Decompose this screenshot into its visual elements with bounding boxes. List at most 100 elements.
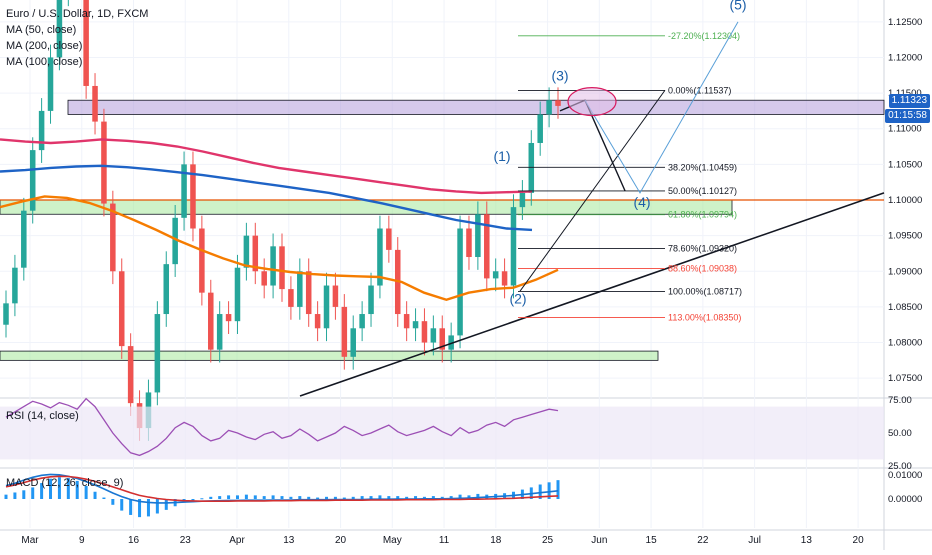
macd-histogram-bar — [556, 480, 560, 499]
candle-body — [3, 303, 9, 325]
ma-line — [0, 138, 533, 195]
macd-histogram-bar — [289, 496, 293, 499]
candle-body — [190, 164, 196, 229]
x-tick-label: 18 — [490, 535, 502, 546]
wave-label: (5) — [729, 0, 746, 13]
x-tick-label: 23 — [180, 535, 192, 546]
y-tick-label: 1.08500 — [888, 302, 922, 313]
candle-body — [199, 228, 205, 293]
candle-body — [270, 246, 276, 286]
macd-histogram-bar — [387, 496, 391, 499]
ma-line — [0, 195, 559, 302]
candle-body — [172, 217, 178, 265]
ma-line — [0, 164, 533, 232]
macd-histogram-bar — [467, 495, 471, 499]
y-tick-label: 1.10000 — [888, 195, 922, 206]
x-tick-label: 15 — [646, 535, 658, 546]
candle-body — [252, 235, 259, 272]
fib-level-label: 0.00%(1.11537) — [668, 85, 731, 95]
x-tick-label: Jun — [591, 535, 607, 546]
x-tick-label: 13 — [801, 535, 813, 546]
macd-histogram-bar — [227, 495, 231, 499]
candle-body — [208, 292, 214, 350]
candle-body — [359, 314, 365, 329]
rsi-tick-label: 25.00 — [888, 461, 912, 472]
macd-histogram-bar — [4, 494, 8, 499]
y-tick-label: 1.09000 — [888, 266, 922, 277]
x-tick-label: 20 — [853, 535, 865, 546]
zone-support-low — [0, 350, 659, 361]
candle-body — [492, 271, 499, 279]
macd-histogram-bar — [440, 496, 444, 499]
macd-tick-label: 0.00000 — [888, 494, 922, 505]
candle-body — [154, 314, 161, 393]
legend-ma100: MA (100, close) — [6, 56, 83, 68]
candle-body — [243, 235, 250, 268]
macd-tick-label: 0.01000 — [888, 470, 922, 481]
candle-body — [261, 271, 267, 286]
macd-histogram-bar — [360, 496, 364, 499]
candle-body — [448, 335, 454, 350]
macd-histogram-bar — [547, 482, 551, 499]
candle-body — [537, 114, 543, 143]
candle-body — [466, 228, 472, 258]
macd-histogram-bar — [84, 485, 88, 499]
candle-body — [305, 271, 312, 315]
macd-histogram-bar — [244, 494, 248, 499]
highlight-ellipse — [567, 87, 617, 117]
trend-line — [299, 192, 885, 397]
macd-histogram-bar — [200, 498, 204, 500]
candle-body — [412, 321, 419, 329]
candle-body — [38, 110, 45, 151]
fib-level-label: 38.20%(1.10459) — [668, 162, 737, 172]
macd-histogram-bar — [422, 496, 426, 499]
candle-body — [181, 164, 187, 218]
macd-histogram-bar — [369, 496, 373, 499]
x-tick-label: 22 — [697, 535, 709, 546]
x-tick-label: Mar — [21, 535, 39, 546]
candle-body — [430, 328, 437, 343]
candle-body — [21, 210, 27, 268]
macd-histogram-bar — [57, 477, 61, 499]
fib-level-label: 50.00%(1.10127) — [668, 186, 737, 196]
macd-histogram-bar — [102, 497, 106, 499]
candle-body — [528, 142, 535, 193]
macd-histogram-bar — [253, 495, 257, 499]
rsi-tick-label: 50.00 — [888, 428, 912, 439]
last-price-tag: 1.11323 — [888, 94, 930, 108]
macd-histogram-bar — [155, 499, 159, 514]
candle-body — [341, 306, 348, 357]
macd-histogram-bar — [414, 496, 418, 499]
candle-body — [439, 328, 446, 350]
y-tick-label: 1.12000 — [888, 52, 922, 63]
x-tick-label: Jul — [748, 535, 761, 546]
macd-pane-label: MACD (12, 26, close, 9) — [6, 477, 124, 489]
x-tick-label: Apr — [229, 535, 245, 546]
candle-body — [332, 285, 339, 307]
wave-label: (4) — [633, 194, 650, 210]
macd-histogram-bar — [209, 496, 213, 499]
fib-level-label: 78.60%(1.09320) — [668, 243, 737, 253]
candle-body — [118, 271, 125, 347]
macd-histogram-bar — [449, 496, 453, 499]
candle-body — [297, 271, 303, 307]
x-tick-label: 11 — [439, 535, 450, 546]
macd-histogram-bar — [333, 496, 337, 499]
fib-level-label: 100.00%(1.08717) — [668, 286, 742, 296]
candle-body — [555, 100, 561, 106]
macd-histogram-bar — [120, 499, 124, 511]
rsi-tick-label: 75.00 — [888, 395, 912, 406]
y-tick-label: 1.11000 — [888, 124, 922, 135]
macd-histogram-bar — [49, 478, 53, 499]
y-tick-label: 1.10500 — [888, 159, 922, 170]
macd-histogram-bar — [405, 496, 409, 499]
macd-histogram-bar — [111, 499, 115, 505]
candle-body — [403, 314, 410, 329]
candle-body — [279, 246, 285, 290]
rsi-band — [0, 406, 884, 460]
y-tick-label: 1.11500 — [888, 88, 922, 99]
macd-histogram-bar — [298, 496, 302, 499]
zone-support-high — [0, 199, 733, 215]
